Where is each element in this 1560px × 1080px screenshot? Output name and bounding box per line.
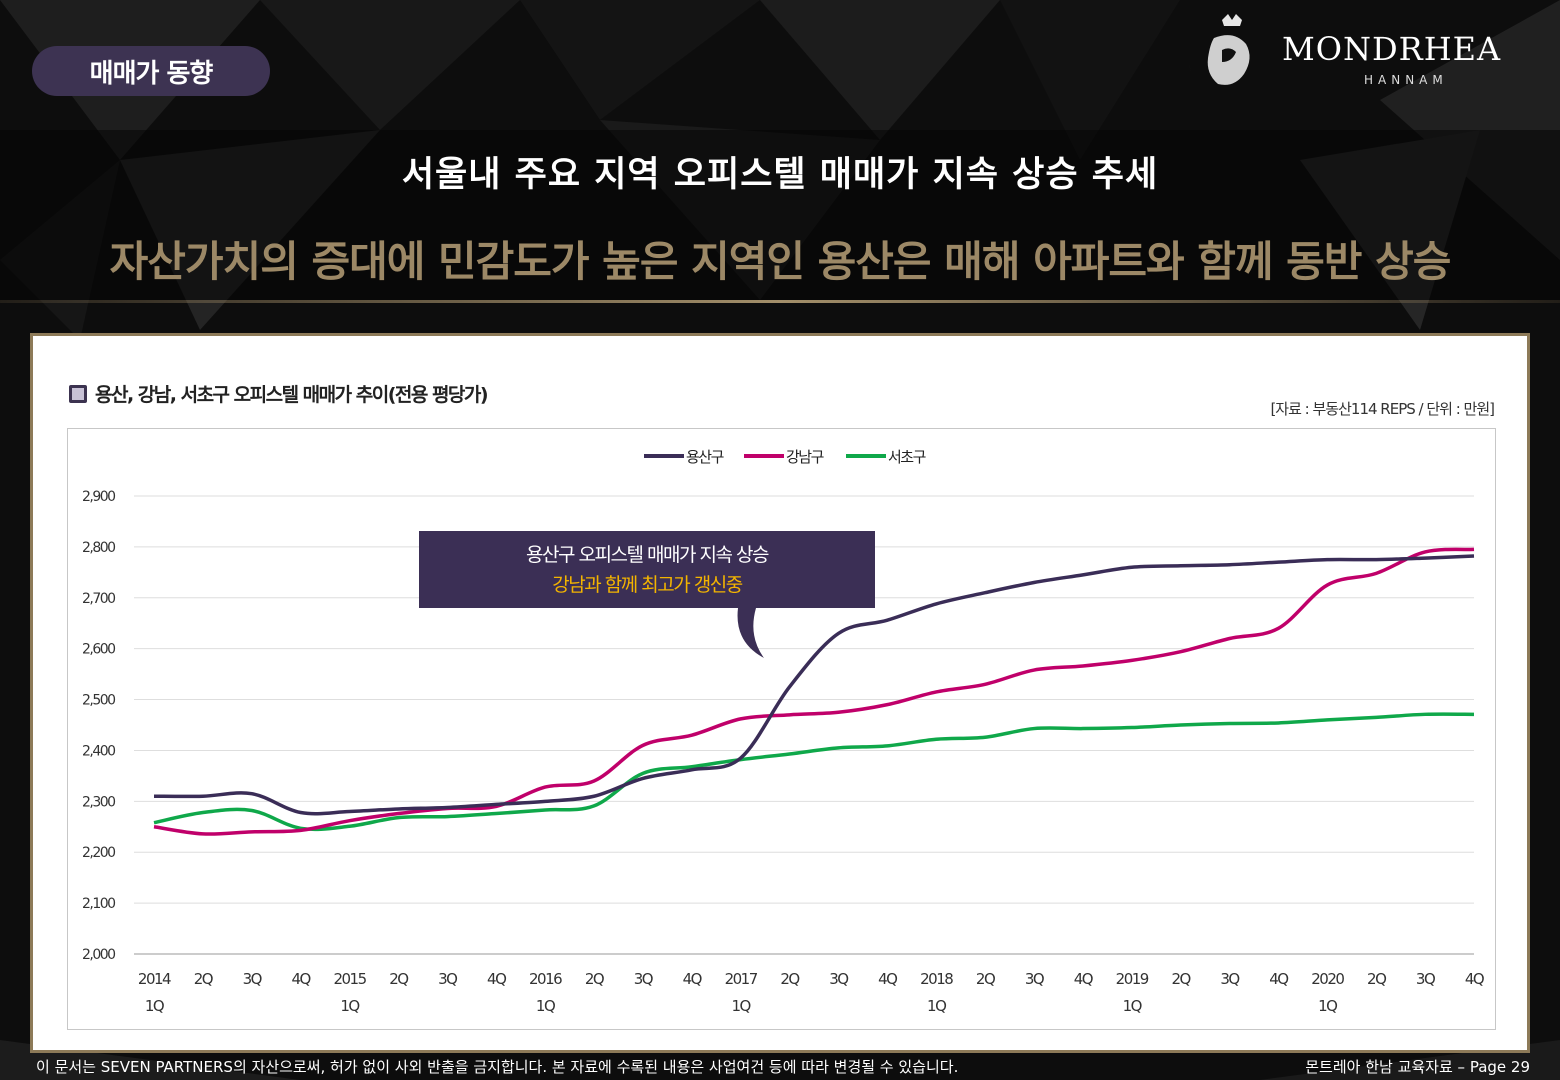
- x-tick-label: 2Q: [780, 970, 799, 988]
- series-line-용산구: [153, 554, 1475, 816]
- x-tick-label: 1Q: [536, 997, 555, 1015]
- x-tick-label: 2Q: [194, 970, 213, 988]
- logo-name: MONDRHEA: [1282, 30, 1502, 68]
- y-tick-label: 2,300: [82, 794, 115, 810]
- callout-pointer: [737, 608, 764, 658]
- x-tick-label: 4Q: [878, 970, 897, 988]
- square-bullet-icon: [69, 384, 87, 403]
- x-tick-label: 3Q: [829, 970, 848, 988]
- y-tick-label: 2,500: [82, 693, 115, 709]
- divider: [0, 300, 1560, 303]
- lion-crest-icon: [1188, 14, 1250, 94]
- callout-line2: 강남과 함께 최고가 갱신중: [552, 574, 742, 596]
- plot-area: 2,000 2,100 2,200 2,300 2,400 2,500 2,600 2,700…: [67, 428, 1496, 1030]
- x-tick-label: 2016: [529, 970, 562, 988]
- chart-panel: 용산, 강남, 서초구 오피스텔 매매가 추이(전용 평당가) [자료 : 부동…: [30, 333, 1530, 1053]
- legend-label: 강남구: [786, 448, 824, 466]
- title-band: [0, 130, 1560, 300]
- x-tick-label: 4Q: [1465, 970, 1484, 988]
- logo-sub: HANNAM: [1364, 73, 1448, 87]
- x-tick-label: 2020: [1311, 970, 1344, 988]
- x-tick-label: 1Q: [1318, 997, 1337, 1015]
- x-tick-label: 4Q: [487, 970, 506, 988]
- section-tag: 매매가 동향: [32, 46, 270, 96]
- chart-heading: 용산, 강남, 서초구 오피스텔 매매가 추이(전용 평당가): [69, 380, 489, 407]
- series-line-강남구: [153, 547, 1475, 836]
- callout-line1: 용산구 오피스텔 매매가 지속 상승: [526, 544, 769, 566]
- x-tick-label: 2Q: [389, 970, 408, 988]
- footer-disclaimer: 이 문서는 SEVEN PARTNERS의 자산으로써, 허가 없이 사외 반출…: [36, 1058, 959, 1076]
- x-tick-label: 1Q: [731, 997, 750, 1015]
- x-tick-label: 2Q: [585, 970, 604, 988]
- x-tick-label: 3Q: [243, 970, 262, 988]
- x-tick-label: 2015: [333, 970, 366, 988]
- x-tick-label: 1Q: [927, 997, 946, 1015]
- y-tick-label: 2,000: [82, 947, 115, 963]
- x-tick-label: 3Q: [438, 970, 457, 988]
- x-tick-label: 2Q: [1171, 970, 1190, 988]
- x-tick-label: 3Q: [1025, 970, 1044, 988]
- x-tick-label: 2Q: [976, 970, 995, 988]
- footer-page: 몬트레아 한남 교육자료 – Page 29: [1305, 1058, 1530, 1076]
- x-tick-label: 1Q: [1123, 997, 1142, 1015]
- callout-box: [419, 531, 875, 608]
- x-tick-label: 3Q: [634, 970, 653, 988]
- y-tick-label: 2,600: [82, 642, 115, 658]
- x-tick-label: 2017: [725, 970, 758, 988]
- x-tick-label: 2019: [1116, 970, 1149, 988]
- chart-heading-text: 용산, 강남, 서초구 오피스텔 매매가 추이(전용 평당가): [95, 384, 489, 406]
- y-tick-label: 2,400: [82, 743, 115, 759]
- x-tick-label: 4Q: [291, 970, 310, 988]
- y-tick-label: 2,100: [82, 896, 115, 912]
- y-tick-label: 2,700: [82, 591, 115, 607]
- brand-logo: MONDRHEA HANNAM: [1186, 12, 1546, 98]
- legend-label: 용산구: [686, 448, 724, 466]
- legend-label: 서초구: [888, 448, 926, 466]
- y-tick-label: 2,800: [82, 540, 115, 556]
- x-tick-label: 2018: [920, 970, 953, 988]
- series-line-서초구: [153, 712, 1475, 832]
- chart-source: [자료 : 부동산114 REPS / 단위 : 만원]: [1270, 400, 1495, 418]
- x-tick-label: 2014: [138, 970, 171, 988]
- x-tick-label: 4Q: [1269, 970, 1288, 988]
- x-tick-label: 2Q: [1367, 970, 1386, 988]
- page-subtitle: 자산가치의 증대에 민감도가 높은 지역인 용산은 매해 아파트와 함께 동반 …: [109, 237, 1452, 286]
- line-chart: 2,000 2,100 2,200 2,300 2,400 2,500 2,600 2,700…: [82, 448, 1485, 1015]
- x-tick-label: 3Q: [1220, 970, 1239, 988]
- x-tick-label: 4Q: [683, 970, 702, 988]
- y-tick-label: 2,900: [82, 489, 115, 505]
- x-tick-label: 3Q: [1416, 970, 1435, 988]
- page-title: 서울내 주요 지역 오피스텔 매매가 지속 상승 추세: [401, 155, 1159, 195]
- x-tick-label: 4Q: [1074, 970, 1093, 988]
- x-tick-label: 1Q: [340, 997, 359, 1015]
- y-tick-label: 2,200: [82, 845, 115, 861]
- x-tick-label: 1Q: [145, 997, 164, 1015]
